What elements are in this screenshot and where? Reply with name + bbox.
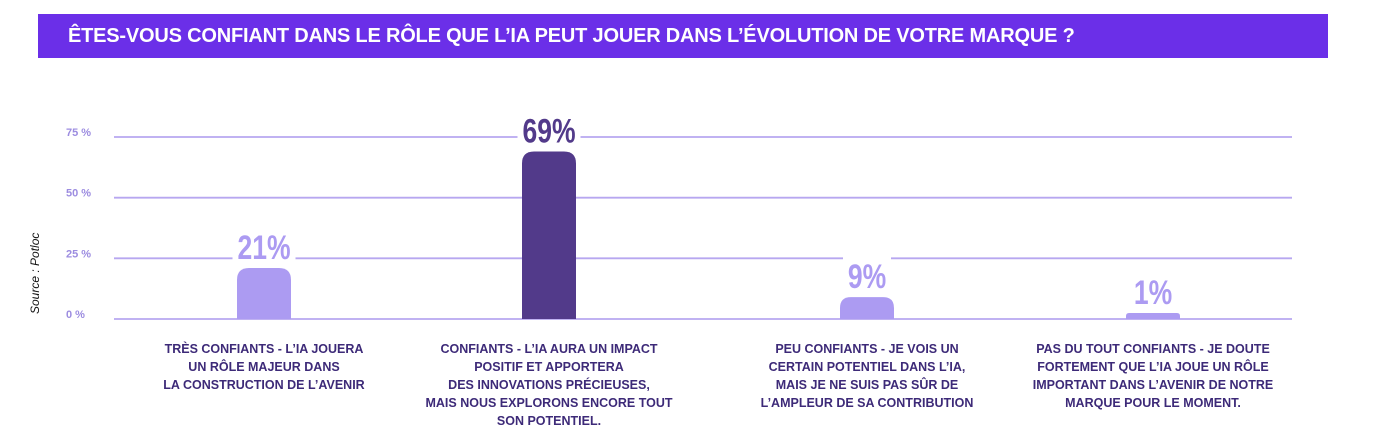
- y-tick-label: 25 %: [66, 248, 91, 260]
- y-tick-label: 75 %: [66, 127, 91, 139]
- value-label: 1%: [1134, 274, 1172, 312]
- value-label: 69%: [522, 112, 575, 150]
- bar: [1126, 313, 1180, 319]
- value-label: 9%: [848, 258, 886, 296]
- y-tick-label: 50 %: [66, 188, 91, 200]
- value-label-bg: [843, 254, 891, 295]
- value-label-bg: [517, 108, 581, 149]
- title-bar: ÊTES-VOUS CONFIANT DANS LE RÔLE QUE L’IA…: [38, 14, 1328, 58]
- chart-title: ÊTES-VOUS CONFIANT DANS LE RÔLE QUE L’IA…: [68, 24, 1075, 47]
- bar: [237, 268, 291, 319]
- bar: [840, 297, 894, 319]
- bar: [522, 151, 576, 319]
- y-tick-label: 0 %: [66, 309, 85, 321]
- value-label-bg: [1129, 270, 1177, 310]
- category-label: TRÈS CONFIANTS - L’IA JOUERA UN RÔLE MAJ…: [163, 342, 365, 392]
- category-label: PAS DU TOUT CONFIANTS - JE DOUTE FORTEME…: [1032, 342, 1274, 410]
- category-label: PEU CONFIANTS - JE VOIS UN CERTAIN POTEN…: [760, 342, 974, 410]
- value-label: 21%: [237, 229, 290, 267]
- category-label: CONFIANTS - L’IA AURA UN IMPACT POSITIF …: [425, 342, 673, 428]
- value-label-bg: [232, 225, 296, 266]
